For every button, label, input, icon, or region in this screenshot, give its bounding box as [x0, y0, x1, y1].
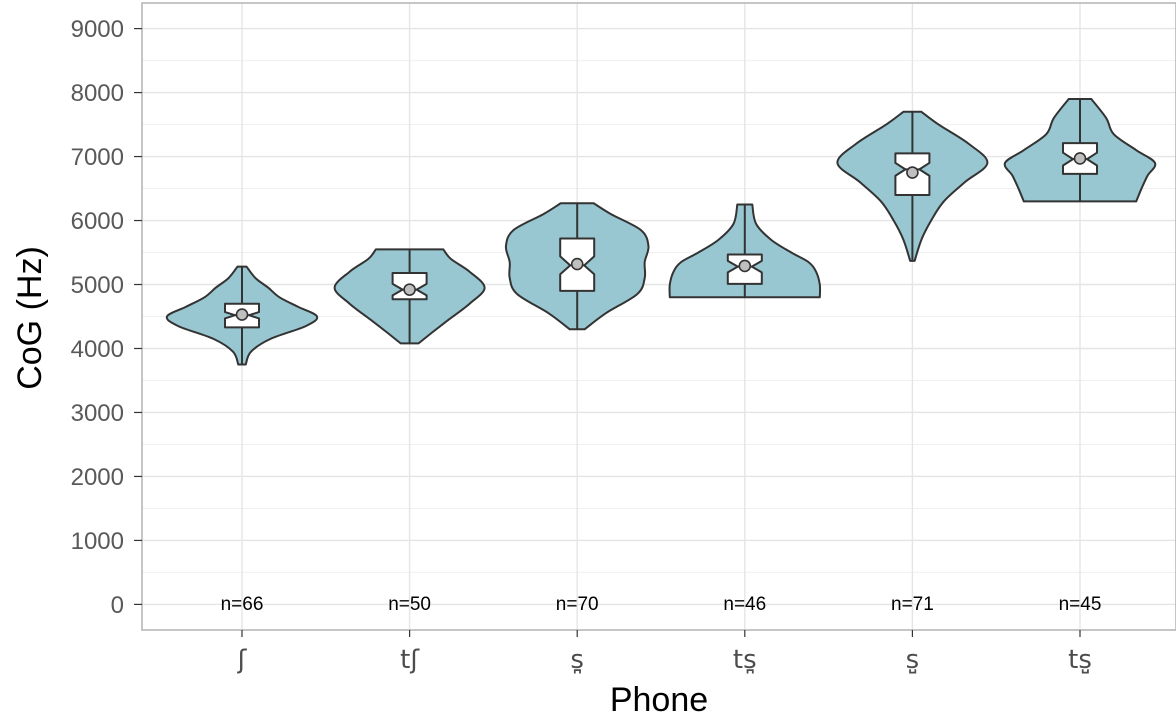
mean-point — [235, 308, 249, 321]
x-tick-label: ts̪ — [733, 645, 757, 675]
violin-group — [165, 265, 319, 366]
x-tick-labels: ʃ tʃ s̪ ts̪ s̺ ts̺ — [237, 630, 1092, 675]
violin-group — [836, 110, 989, 262]
mean-point — [570, 257, 584, 271]
violin-layer — [165, 97, 1157, 366]
violin-group — [504, 202, 650, 331]
count-label: n=71 — [891, 594, 934, 615]
y-tick-label: 2000 — [71, 464, 124, 491]
y-tick-label: 7000 — [71, 144, 124, 171]
y-tick-label: 1000 — [71, 528, 124, 555]
y-tick-label: 4000 — [71, 336, 124, 363]
y-tick-label: 0 — [111, 592, 124, 619]
x-axis-title: Phone — [610, 681, 708, 719]
count-labels: n=66 n=50 n=70 n=46 n=71 n=45 — [221, 594, 1102, 615]
y-tick-label: 5000 — [71, 272, 124, 299]
grid-layer — [142, 3, 1176, 630]
mean-point — [1073, 152, 1087, 165]
panel-border — [141, 2, 1176, 631]
x-tick-label: ts̺ — [1068, 645, 1092, 675]
mean-point — [738, 259, 752, 273]
x-tick-label: tʃ — [400, 645, 420, 675]
y-axis-title: CoG (Hz) — [11, 246, 49, 390]
violin-group — [333, 248, 486, 345]
mean-point — [403, 283, 416, 296]
y-tick-label: 3000 — [71, 400, 124, 427]
x-tick-label: s̺ — [906, 645, 920, 675]
count-label: n=70 — [556, 594, 599, 615]
y-tick-label: 9000 — [71, 16, 124, 43]
y-tick-label: 6000 — [71, 208, 124, 235]
count-label: n=46 — [723, 594, 766, 615]
count-label: n=66 — [221, 594, 264, 615]
violin-group — [1003, 97, 1157, 203]
y-tick-label: 8000 — [71, 80, 124, 107]
count-label: n=50 — [388, 594, 431, 615]
mean-point — [906, 166, 919, 179]
y-tick-labels: 0 1000 2000 3000 4000 5000 6000 7000 8000 9000 — [71, 16, 142, 619]
x-tick-label: ʃ — [237, 645, 248, 675]
x-tick-label: s̪ — [570, 645, 584, 675]
count-label: n=45 — [1059, 594, 1102, 615]
violin-group — [668, 203, 822, 299]
